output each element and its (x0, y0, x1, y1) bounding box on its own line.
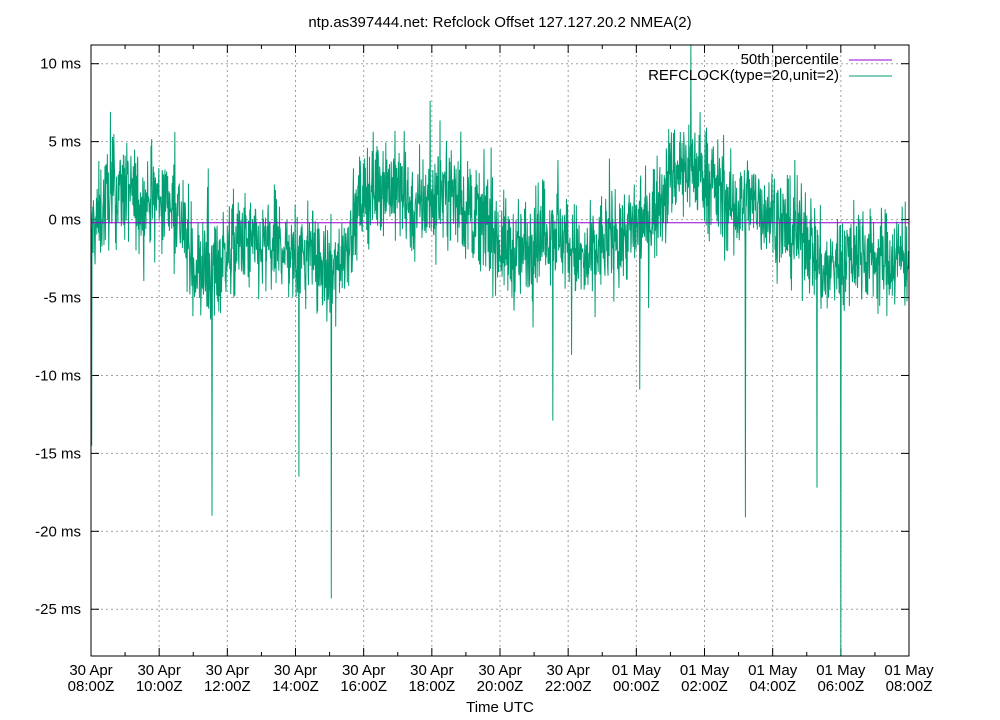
x-tick-date: 01 May (748, 662, 798, 679)
x-tick-date: 30 Apr (410, 662, 453, 679)
y-axis-ticks: 10 ms 5 ms 0 ms -5 ms -10 ms -15 ms -20 ms -25 … (35, 56, 909, 618)
y-tick-label: -20 ms (35, 523, 81, 540)
x-tick-time: 06:00Z (817, 678, 864, 695)
x-tick-date: 30 Apr (69, 662, 112, 679)
x-tick-time: 20:00Z (477, 678, 524, 695)
x-tick-date: 30 Apr (342, 662, 385, 679)
x-tick-time: 00:00Z (613, 678, 660, 695)
x-tick-date: 01 May (612, 662, 662, 679)
x-tick-time: 04:00Z (749, 678, 796, 695)
y-tick-label: 5 ms (48, 134, 81, 151)
y-tick-label: 0 ms (48, 212, 81, 229)
y-tick-label: 10 ms (40, 56, 81, 73)
x-tick-time: 02:00Z (681, 678, 728, 695)
x-tick-date: 30 Apr (206, 662, 249, 679)
y-tick-label: -15 ms (35, 445, 81, 462)
x-tick-time: 14:00Z (272, 678, 319, 695)
x-tick-date: 01 May (680, 662, 730, 679)
legend-label-median: 50th percentile (741, 51, 839, 68)
x-tick-time: 08:00Z (68, 678, 115, 695)
x-tick-time: 10:00Z (136, 678, 183, 695)
y-tick-label: -10 ms (35, 367, 81, 384)
x-tick-date: 30 Apr (546, 662, 589, 679)
series-group (91, 45, 909, 656)
x-axis-label: Time UTC (466, 699, 534, 716)
x-tick-time: 16:00Z (340, 678, 387, 695)
grid-lines (90, 45, 910, 656)
series-line-refclock (91, 45, 909, 656)
x-tick-time: 22:00Z (545, 678, 592, 695)
x-tick-date: 30 Apr (274, 662, 317, 679)
x-tick-time: 08:00Z (886, 678, 933, 695)
x-tick-date: 30 Apr (137, 662, 180, 679)
x-tick-date: 01 May (884, 662, 934, 679)
plot-frame (90, 44, 910, 657)
x-tick-date: 30 Apr (478, 662, 521, 679)
x-tick-time: 18:00Z (408, 678, 455, 695)
x-tick-date: 01 May (816, 662, 866, 679)
x-tick-time: 12:00Z (204, 678, 251, 695)
y-tick-label: -5 ms (44, 290, 82, 307)
legend-label-refclock: REFCLOCK(type=20,unit=2) (648, 67, 839, 84)
y-tick-label: -25 ms (35, 601, 81, 618)
chart-title: ntp.as397444.net: Refclock Offset 127.12… (308, 14, 691, 31)
